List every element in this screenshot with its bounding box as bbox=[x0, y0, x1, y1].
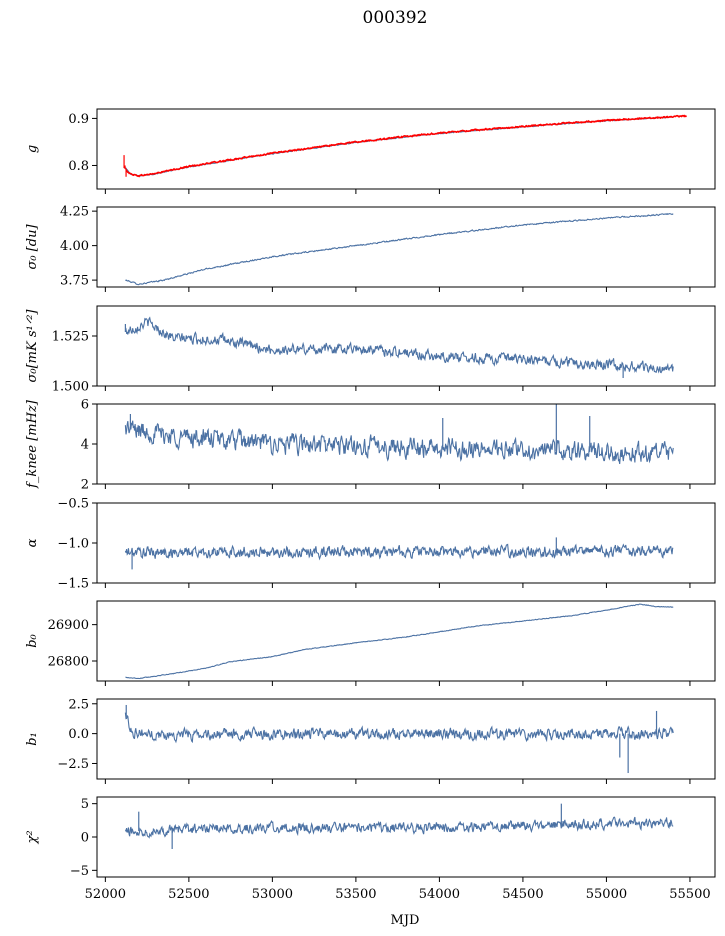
y-tick-label: 4.25 bbox=[60, 205, 89, 220]
y-tick-label: −1.0 bbox=[57, 537, 89, 552]
y-tick-label: 5 bbox=[81, 797, 89, 812]
series-line-1 bbox=[124, 420, 674, 465]
y-tick-label: 0.9 bbox=[68, 112, 89, 127]
y-axis-label: b₀ bbox=[25, 633, 40, 647]
y-tick-label: −1.5 bbox=[57, 577, 89, 592]
x-tick-label: 52000 bbox=[85, 887, 126, 902]
y-tick-label: 26800 bbox=[48, 655, 89, 670]
panel-7: −2.5 0.0 2.5 b₁ bbox=[25, 697, 716, 784]
panel-frame bbox=[96, 403, 716, 485]
series-line-1 bbox=[124, 316, 674, 374]
y-tick-label: 0.0 bbox=[68, 727, 89, 742]
y-tick-label: −0.5 bbox=[57, 497, 89, 512]
x-tick-label: 52500 bbox=[168, 887, 209, 902]
y-tick-label: −5 bbox=[70, 864, 89, 879]
y-axis-label: α bbox=[25, 538, 40, 547]
series-line-1 bbox=[125, 212, 674, 286]
y-tick-label: 4 bbox=[81, 438, 89, 453]
panel-1: 0.8 0.9 g bbox=[25, 108, 716, 194]
panel-8: −5 0 5 χ² bbox=[25, 796, 716, 882]
series-line-1 bbox=[124, 543, 674, 561]
y-tick-label: 2 bbox=[81, 478, 89, 493]
y-axis-label: χ² bbox=[25, 830, 40, 844]
y-tick-label: 6 bbox=[81, 398, 89, 413]
y-tick-label: 1.525 bbox=[52, 330, 89, 345]
x-axis-label: MJD bbox=[391, 913, 420, 928]
y-tick-label: 0 bbox=[81, 831, 89, 846]
panel-5: −1.5 −1.0 −0.5 α bbox=[25, 497, 716, 592]
series-line-1 bbox=[125, 116, 674, 177]
panel-3: 1.500 1.525 σ₀[mK s¹ᐟ²] bbox=[25, 305, 716, 395]
x-tick-label: 55500 bbox=[669, 887, 710, 902]
y-axis-label: σ₀ [du] bbox=[25, 224, 40, 270]
panel-frame bbox=[96, 600, 716, 682]
y-tick-label: 0.8 bbox=[68, 159, 89, 174]
y-tick-label: −2.5 bbox=[57, 757, 89, 772]
panel-frame bbox=[96, 502, 716, 584]
y-tick-label: 3.75 bbox=[60, 274, 89, 289]
series-line-1 bbox=[124, 712, 674, 744]
y-axis-label: σ₀[mK s¹ᐟ²] bbox=[25, 309, 40, 383]
y-tick-label: 1.500 bbox=[52, 380, 89, 395]
y-axis-label: f_knee [mHz] bbox=[25, 399, 40, 489]
x-tick-label: 53500 bbox=[335, 887, 376, 902]
panel-frame bbox=[96, 206, 716, 288]
panel-frame bbox=[96, 108, 716, 190]
x-tick-label: 54500 bbox=[502, 887, 543, 902]
x-tick-label: 53000 bbox=[252, 887, 293, 902]
panel-frame bbox=[96, 305, 716, 387]
y-tick-label: 4.00 bbox=[60, 239, 89, 254]
panel-2: 3.75 4.00 4.25 σ₀ [du] bbox=[25, 205, 716, 292]
y-axis-label: b₁ bbox=[25, 732, 40, 746]
figure-title: 000392 bbox=[363, 8, 428, 28]
x-tick-label: 55000 bbox=[586, 887, 627, 902]
chart-panels: 0.8 0.9 g 3.75 4.00 4.25 σ₀ [du] 1.500 1.525 σ₀[m… bbox=[25, 108, 716, 882]
panel-frame bbox=[96, 796, 716, 878]
series-line-2 bbox=[125, 114, 688, 178]
y-axis-label: g bbox=[25, 145, 40, 153]
panel-frame bbox=[96, 698, 716, 780]
series-line-1 bbox=[124, 816, 674, 839]
x-axis: 52000 52500 53000 53500 54000 54500 55000 55500 bbox=[85, 887, 711, 902]
y-tick-label: 26900 bbox=[48, 618, 89, 633]
series-line-1 bbox=[125, 603, 674, 680]
panel-4: 2 4 6 f_knee [mHz] bbox=[25, 398, 716, 493]
y-tick-label: 2.5 bbox=[68, 697, 89, 712]
panel-6: 26800 26900 b₀ bbox=[25, 600, 716, 686]
x-tick-label: 54000 bbox=[419, 887, 460, 902]
